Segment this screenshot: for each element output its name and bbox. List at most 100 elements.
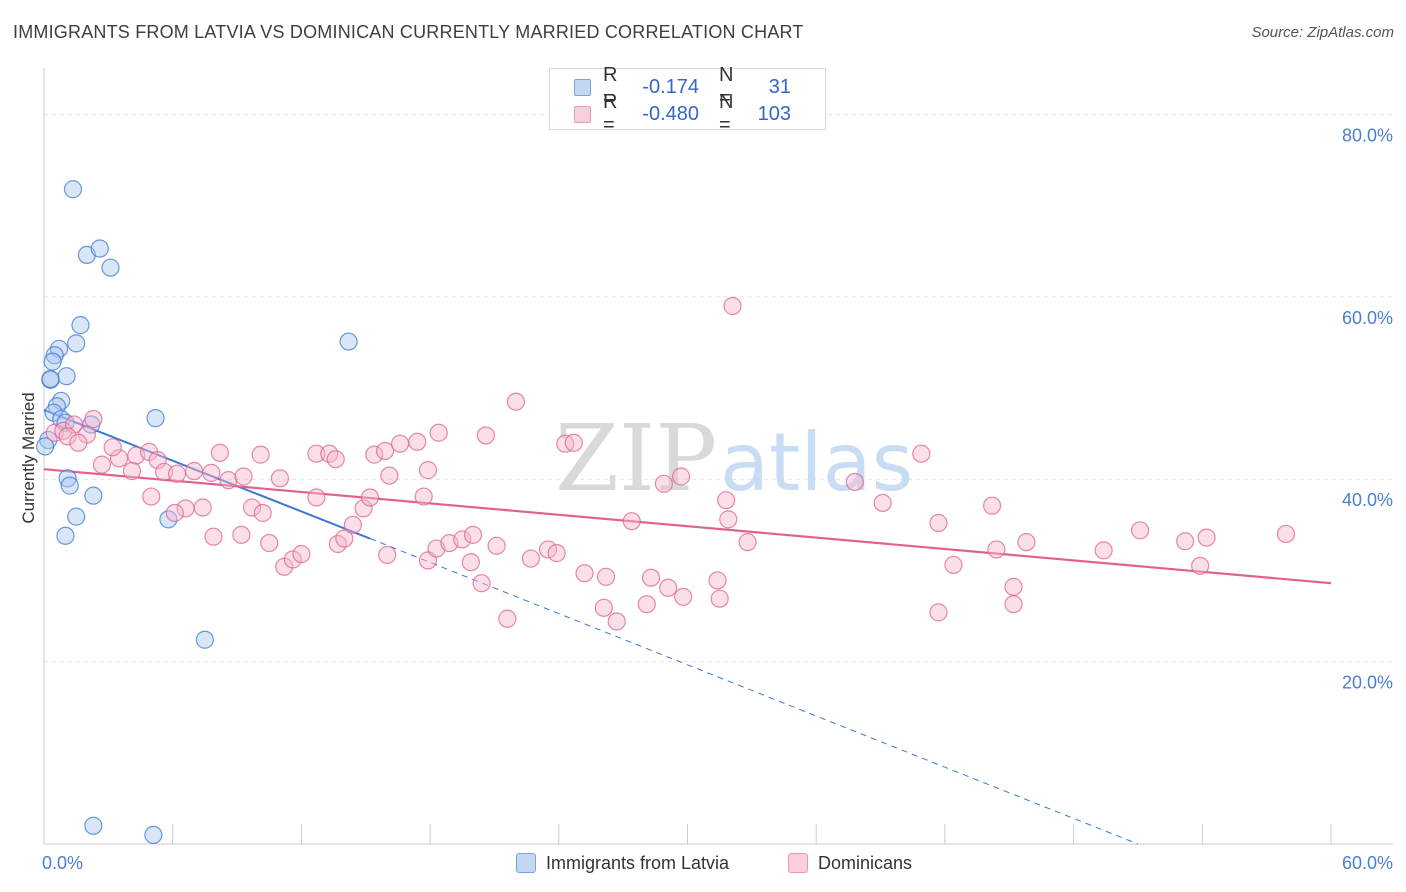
point-latvia bbox=[71, 316, 90, 335]
point-dominicans bbox=[453, 530, 472, 549]
legend-row-dominicans: R = -0.480 N = 103 bbox=[574, 91, 791, 136]
point-dominicans bbox=[148, 450, 167, 470]
bottom-legend-swatch-dominicans bbox=[788, 853, 808, 873]
point-dominicans bbox=[185, 461, 204, 481]
point-latvia bbox=[57, 367, 76, 386]
legend-n-label: N = bbox=[719, 91, 734, 136]
point-dominicans bbox=[472, 574, 491, 593]
point-latvia bbox=[35, 437, 55, 456]
trend-line-latvia bbox=[43, 409, 371, 540]
point-latvia bbox=[44, 403, 63, 422]
point-dominicans bbox=[354, 499, 373, 518]
point-dominicans bbox=[92, 455, 112, 474]
point-dominicans bbox=[251, 445, 270, 464]
point-latvia bbox=[67, 334, 86, 353]
bottom-legend-latvia: Immigrants from Latvia bbox=[516, 852, 729, 874]
trend-lines bbox=[43, 409, 1332, 845]
point-dominicans bbox=[1004, 595, 1023, 614]
point-latvia bbox=[84, 486, 103, 505]
legend-r-label: R = bbox=[603, 64, 618, 109]
data-points bbox=[35, 180, 1296, 844]
y-tick-label: 80.0% bbox=[1342, 125, 1393, 145]
point-dominicans bbox=[674, 587, 693, 606]
point-dominicans bbox=[738, 533, 757, 552]
watermark-zip: ZIP bbox=[555, 405, 717, 512]
point-dominicans bbox=[1094, 541, 1113, 560]
point-dominicans bbox=[929, 513, 948, 533]
point-dominicans bbox=[723, 296, 742, 316]
point-dominicans bbox=[1130, 521, 1150, 540]
point-dominicans bbox=[165, 503, 184, 523]
point-dominicans bbox=[873, 493, 892, 513]
legend-r-label: R = bbox=[603, 91, 618, 136]
legend-r-value: -0.480 bbox=[642, 102, 699, 125]
y-tick-label: 60.0% bbox=[1342, 308, 1393, 328]
legend-n-label: N = bbox=[719, 64, 734, 109]
point-latvia bbox=[60, 476, 79, 495]
point-dominicans bbox=[487, 536, 506, 555]
legend-n-value: 31 bbox=[768, 75, 791, 98]
point-dominicans bbox=[58, 427, 77, 446]
point-dominicans bbox=[476, 426, 495, 445]
point-latvia bbox=[144, 825, 163, 844]
legend-swatch-dominicans bbox=[574, 105, 591, 123]
point-dominicans bbox=[637, 595, 656, 614]
point-latvia bbox=[41, 369, 60, 389]
point-dominicans bbox=[1191, 556, 1210, 575]
point-dominicans bbox=[202, 463, 221, 482]
point-latvia bbox=[101, 258, 120, 277]
point-latvia bbox=[58, 469, 77, 488]
point-dominicans bbox=[103, 438, 122, 457]
point-dominicans bbox=[547, 544, 566, 563]
point-dominicans bbox=[326, 450, 345, 469]
point-dominicans bbox=[307, 488, 326, 507]
point-dominicans bbox=[418, 461, 438, 480]
point-dominicans bbox=[564, 433, 583, 452]
point-dominicans bbox=[987, 540, 1006, 559]
point-dominicans bbox=[69, 433, 88, 452]
point-dominicans bbox=[641, 568, 661, 587]
bottom-legend-label-dominicans: Dominicans bbox=[818, 852, 913, 873]
point-dominicans bbox=[708, 571, 727, 590]
bottom-legend-label-latvia: Immigrants from Latvia bbox=[546, 852, 730, 873]
legend-n-value: 103 bbox=[757, 102, 791, 125]
point-dominicans bbox=[380, 466, 399, 485]
point-dominicans bbox=[204, 527, 223, 546]
point-dominicans bbox=[414, 487, 433, 506]
point-dominicans bbox=[845, 472, 864, 492]
point-dominicans bbox=[622, 512, 641, 531]
point-dominicans bbox=[506, 392, 526, 411]
bottom-legend-dominicans: Dominicans bbox=[788, 852, 912, 874]
chart-title: IMMIGRANTS FROM LATVIA VS DOMINICAN CURR… bbox=[13, 22, 804, 42]
point-dominicans bbox=[594, 598, 613, 617]
point-dominicans bbox=[429, 423, 448, 442]
point-dominicans bbox=[408, 432, 427, 451]
point-dominicans bbox=[307, 444, 326, 463]
point-latvia bbox=[67, 507, 86, 526]
point-dominicans bbox=[1276, 524, 1296, 544]
point-dominicans bbox=[375, 441, 395, 461]
point-latvia bbox=[195, 630, 214, 649]
point-dominicans bbox=[944, 555, 963, 575]
x-tick-label: 0.0% bbox=[42, 853, 83, 873]
point-latvia bbox=[146, 409, 165, 428]
y-tick-label: 40.0% bbox=[1342, 490, 1393, 510]
point-dominicans bbox=[193, 498, 212, 517]
legend-row-latvia: R = -0.174 N = 31 bbox=[574, 64, 791, 109]
point-dominicans bbox=[210, 443, 229, 462]
point-dominicans bbox=[167, 464, 187, 483]
point-dominicans bbox=[717, 491, 736, 510]
y-axis-label: Currently Married bbox=[19, 392, 38, 523]
point-dominicans bbox=[390, 434, 410, 453]
point-dominicans bbox=[253, 503, 272, 523]
point-dominicans bbox=[84, 409, 103, 429]
point-dominicans bbox=[912, 444, 931, 463]
y-tick-label: 20.0% bbox=[1342, 673, 1393, 693]
point-dominicans bbox=[461, 553, 480, 572]
point-dominicans bbox=[335, 529, 354, 548]
point-dominicans bbox=[242, 498, 262, 517]
point-dominicans bbox=[671, 467, 691, 486]
point-dominicans bbox=[1176, 532, 1195, 551]
point-dominicans bbox=[521, 549, 541, 568]
point-latvia bbox=[63, 180, 83, 199]
